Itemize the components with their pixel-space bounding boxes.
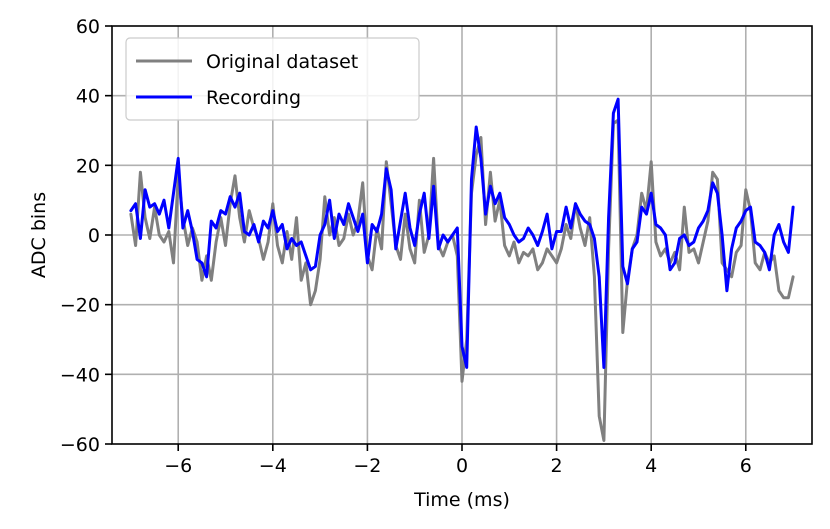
x-tick-label: 6 <box>740 455 752 477</box>
y-tick-label: −20 <box>60 295 100 317</box>
y-axis-title: ADC bins <box>28 192 50 278</box>
x-tick-label: 2 <box>551 455 563 477</box>
series-line-recording <box>129 97 795 369</box>
x-tick-label: 4 <box>645 455 657 477</box>
y-tick-label: 0 <box>88 225 100 247</box>
legend: Original dataset Recording <box>125 37 420 121</box>
x-tick-label: −4 <box>259 455 287 477</box>
legend-label-original: Original dataset <box>206 51 358 73</box>
x-tick-label: −2 <box>353 455 381 477</box>
legend-box <box>125 37 420 121</box>
y-axis: −60 −40 −20 0 20 40 60 <box>60 16 112 456</box>
y-tick-label: 60 <box>76 16 100 38</box>
series-layer <box>129 97 795 442</box>
x-tick-label: −6 <box>164 455 192 477</box>
legend-label-recording: Recording <box>206 87 301 109</box>
y-tick-label: 20 <box>76 155 100 177</box>
y-tick-label: −60 <box>60 434 100 456</box>
x-axis: −6 −4 −2 0 2 4 6 <box>164 444 752 477</box>
x-axis-title: Time (ms) <box>413 489 510 511</box>
y-tick-label: −40 <box>60 364 100 386</box>
x-tick-label: 0 <box>456 455 468 477</box>
series-line-original-dataset <box>129 118 795 442</box>
y-tick-label: 40 <box>76 86 100 108</box>
